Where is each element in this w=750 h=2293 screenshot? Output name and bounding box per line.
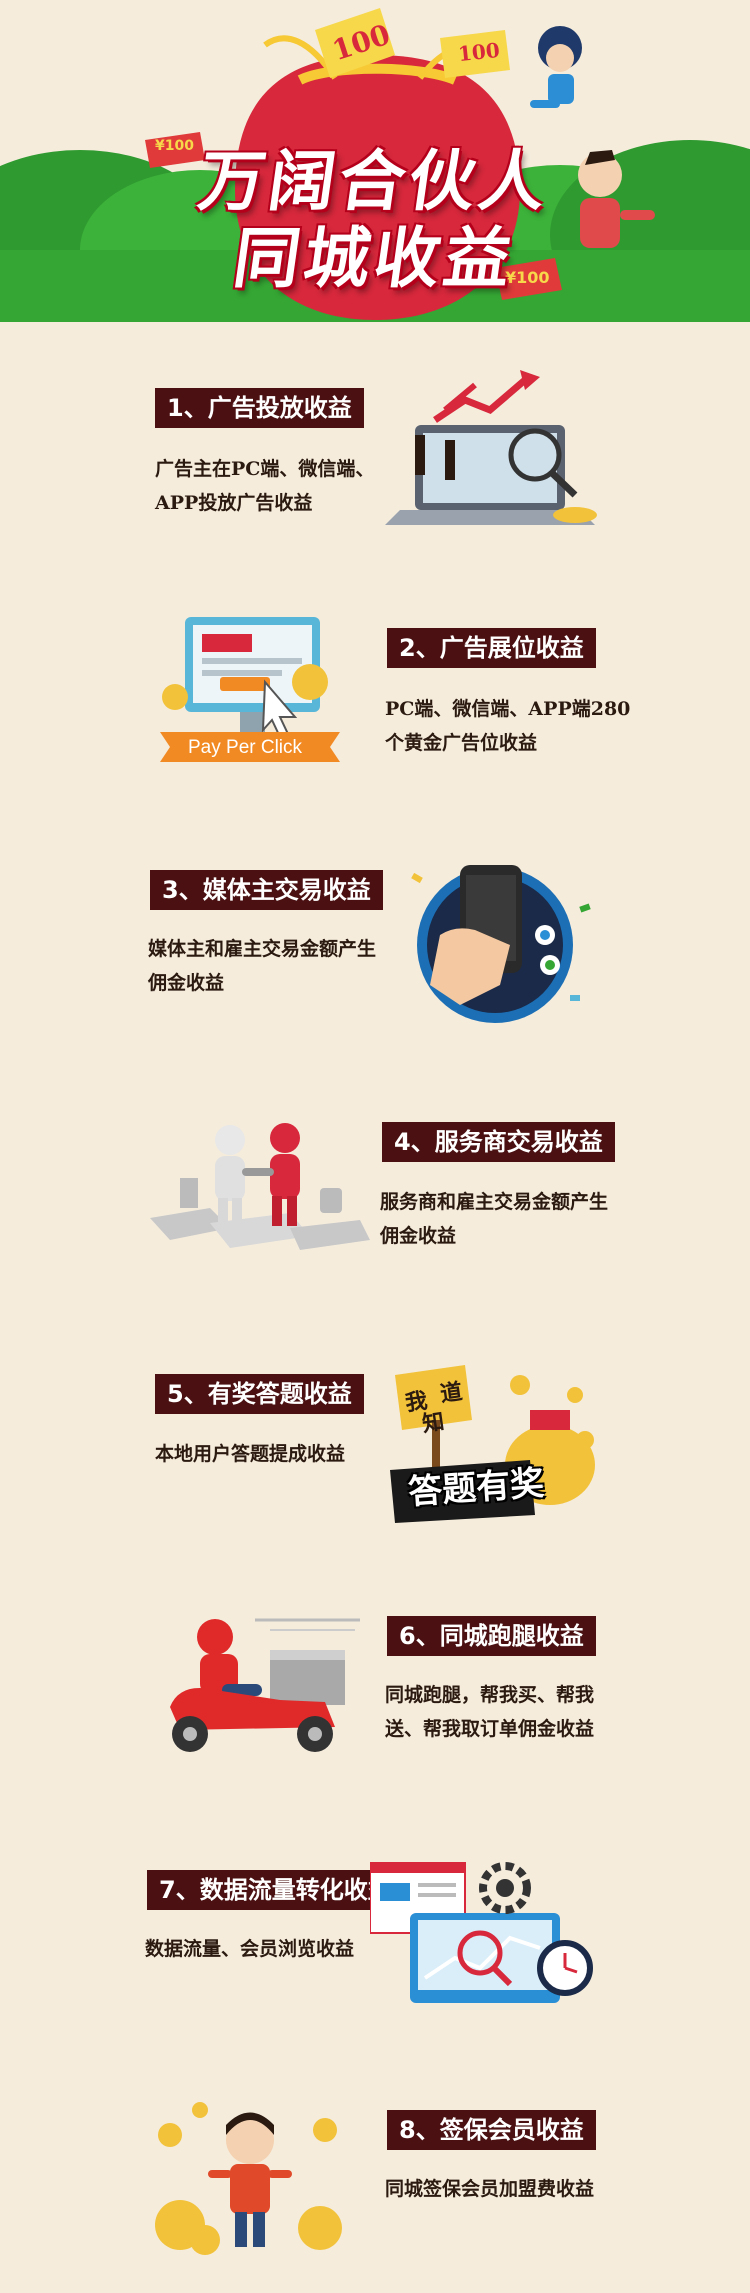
pay-per-click-label: Pay Per Click	[188, 737, 303, 758]
quiz-prize-illustration	[390, 1365, 600, 1525]
section-8-desc: 同城签保会员加盟费收益	[385, 2172, 594, 2206]
laptop-growth-illustration	[385, 365, 615, 535]
section-1-desc: 广告主在PC端、微信端、 APP投放广告收益	[155, 452, 374, 520]
mascot-moneybags-illustration	[150, 2100, 350, 2260]
section-6-desc-line-1: 同城跑腿，帮我买、帮我	[385, 1684, 595, 1706]
section-3-title: 3、媒体主交易收益	[150, 870, 383, 910]
header-banner: 100 100 ¥100 ¥100 万阔合伙人 同城收益	[0, 0, 750, 330]
section-2-desc: PC端、微信端、APP端280 个黄金广告位收益	[385, 692, 630, 760]
section-8-desc-line-1: 同城签保会员加盟费收益	[385, 2178, 595, 2200]
phone-hand-illustration	[400, 855, 600, 1030]
hero-title-line-2: 同城收益	[228, 219, 520, 297]
section-4-desc-line-2: 佣金收益	[380, 1225, 457, 1247]
section-5-desc-line-1: 本地用户答题提成收益	[155, 1443, 346, 1465]
sign-char-3: 道	[438, 1378, 464, 1408]
section-1-title: 1、广告投放收益	[155, 388, 364, 428]
section-1-desc-line-2: APP投放广告收益	[155, 492, 313, 514]
section-6-title: 6、同城跑腿收益	[387, 1616, 596, 1656]
section-6-desc-line-2: 送、帮我取订单佣金收益	[385, 1718, 595, 1740]
delivery-scooter-illustration	[160, 1612, 360, 1762]
section-6-desc: 同城跑腿，帮我买、帮我 送、帮我取订单佣金收益	[385, 1678, 594, 1746]
section-7-desc-line-1: 数据流量、会员浏览收益	[145, 1938, 355, 1960]
section-2-desc-line-1: PC端、微信端、APP端280	[385, 698, 631, 720]
bill-label-2: 100	[456, 37, 501, 67]
bill-label-4: ¥100	[505, 268, 550, 287]
bill-label-3: ¥100	[155, 138, 194, 154]
section-3-desc: 媒体主和雇主交易金额产生 佣金收益	[148, 932, 376, 1000]
handshake-illustration	[150, 1118, 370, 1258]
section-3-desc-line-1: 媒体主和雇主交易金额产生	[148, 938, 377, 960]
section-5-title: 5、有奖答题收益	[155, 1374, 364, 1414]
section-5-desc: 本地用户答题提成收益	[155, 1437, 345, 1471]
section-2-desc-line-2: 个黄金广告位收益	[385, 732, 538, 754]
section-1-desc-line-1: 广告主在PC端、微信端、	[155, 458, 375, 480]
sign-char-2: 知	[420, 1408, 446, 1438]
pay-per-click-illustration	[160, 612, 350, 777]
quiz-prize-badge: 答题有奖	[407, 1463, 546, 1513]
section-4-title: 4、服务商交易收益	[382, 1122, 615, 1162]
section-3-desc-line-2: 佣金收益	[148, 972, 225, 994]
data-analytics-illustration	[370, 1858, 600, 2008]
section-2-title: 2、广告展位收益	[387, 628, 596, 668]
section-4-desc: 服务商和雇主交易金额产生 佣金收益	[380, 1185, 608, 1253]
section-8-title: 8、签保会员收益	[387, 2110, 596, 2150]
section-4-desc-line-1: 服务商和雇主交易金额产生	[380, 1191, 609, 1213]
section-7-title: 7、数据流量转化收益	[147, 1870, 404, 1910]
section-7-desc: 数据流量、会员浏览收益	[145, 1932, 354, 1966]
header-illustration	[0, 8, 750, 330]
